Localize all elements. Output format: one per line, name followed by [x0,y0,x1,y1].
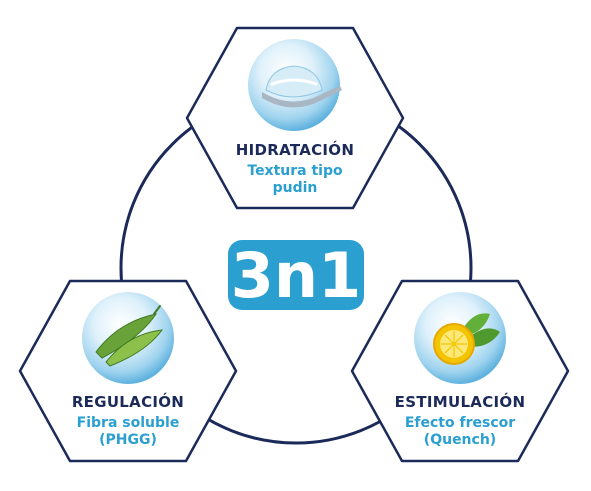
node-estimulacion [350,279,570,463]
node-subtitle-regulacion-line2: (PHGG) [99,432,157,448]
lemon-icon [433,313,500,365]
node-subtitle-regulacion-line1: Fibra soluble [76,415,180,431]
node-regulacion [18,279,238,463]
spoon-pudding-icon [262,65,342,108]
node-title-estimulacion: ESTIMULACIÓN [394,393,526,411]
node-title-regulacion: REGULACIÓN [71,393,185,411]
node-hidratacion [185,26,405,210]
node-title-hidratacion: HIDRATACIÓN [235,141,355,159]
node-subtitle-hidratacion-line2: pudin [272,180,318,196]
node-subtitle-estimulacion-line1: Efecto frescor [404,415,516,431]
center-logo: 3n1 [228,239,364,312]
pea-pod-icon [95,305,164,367]
node-subtitle-estimulacion-line2: (Quench) [423,432,497,448]
center-logo-text: 3n1 [231,239,361,312]
center-logo-badge [228,240,364,310]
node-subtitle-hidratacion-line1: Textura tipo [247,163,343,179]
